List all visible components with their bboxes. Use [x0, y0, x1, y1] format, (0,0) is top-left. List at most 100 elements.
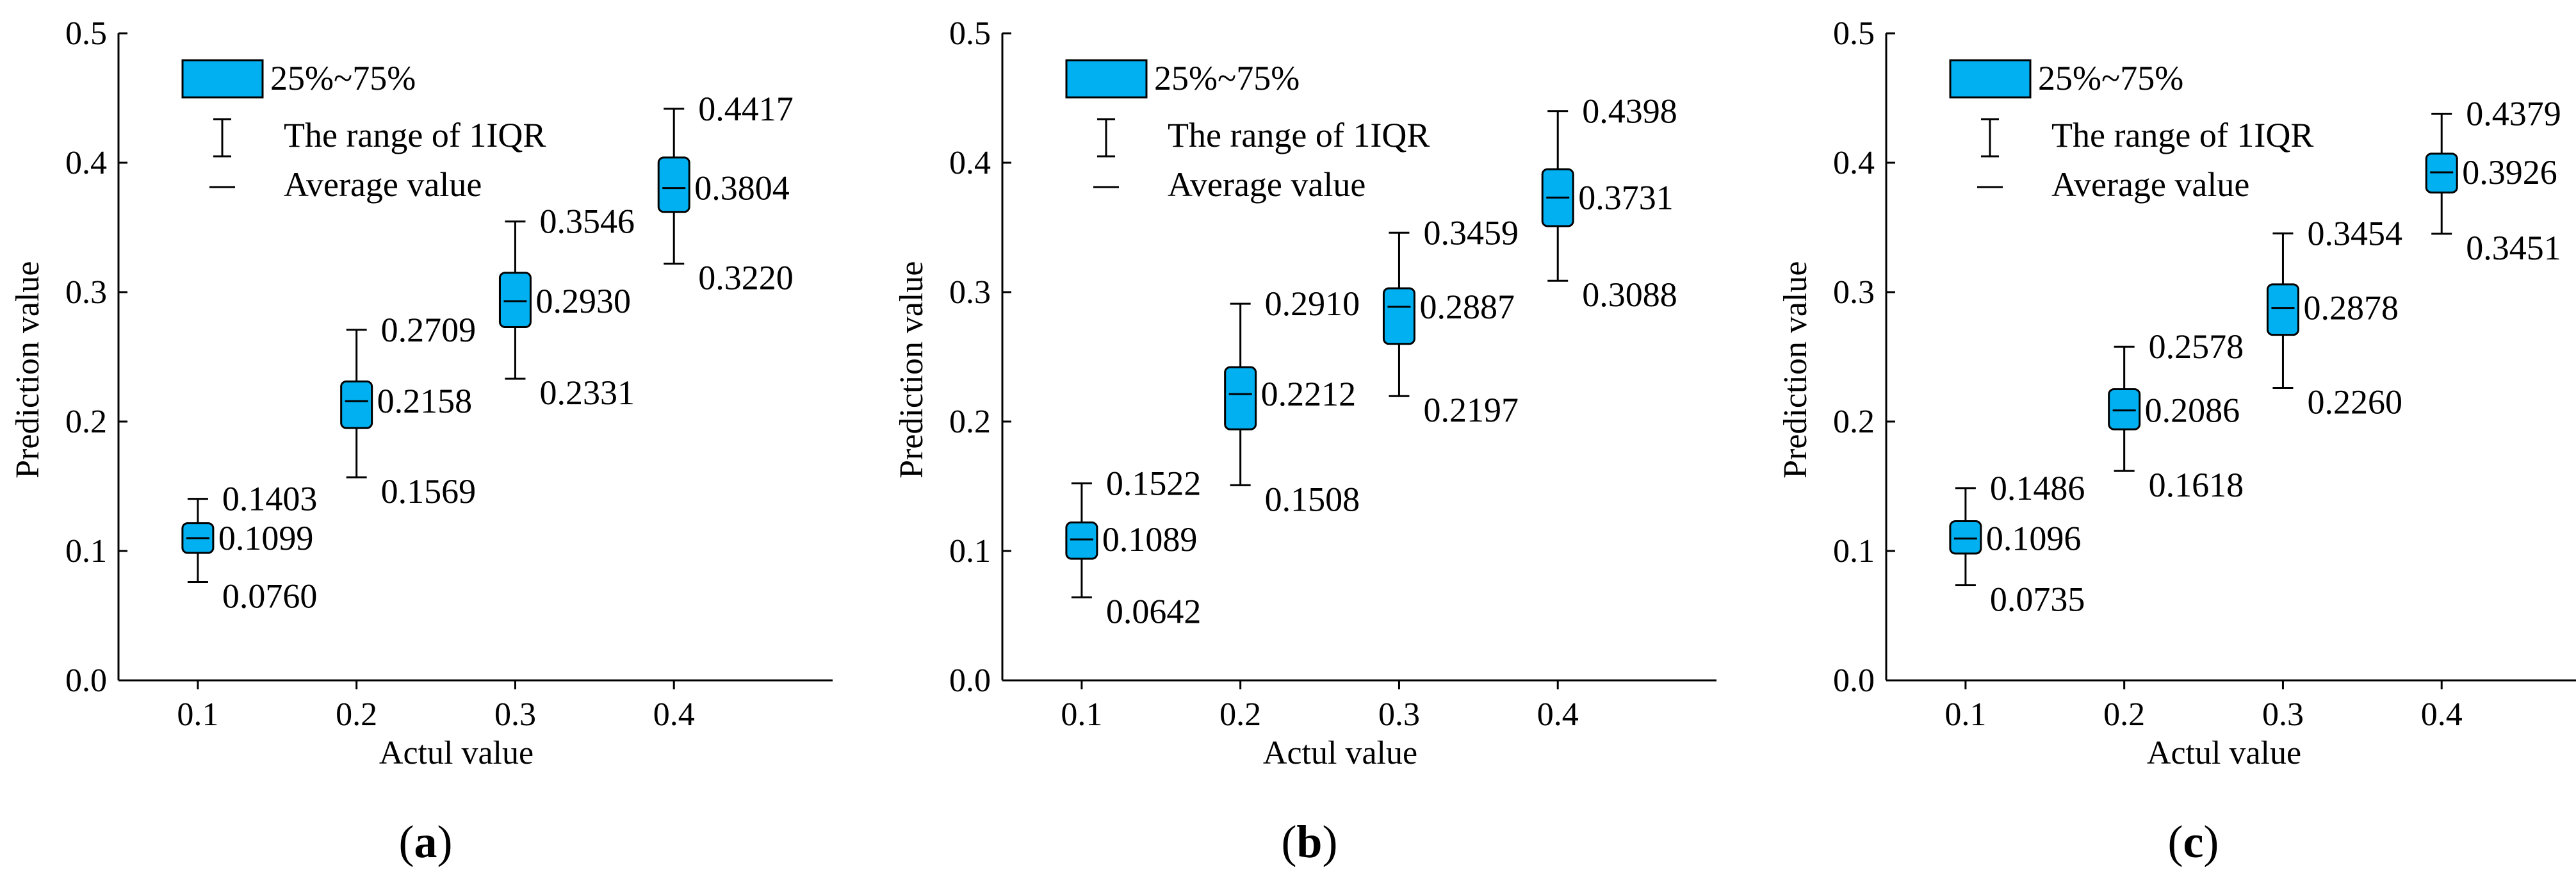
caption-paren-close: ): [437, 816, 452, 867]
x-axis-label: Actul value: [1263, 735, 1417, 771]
legend-box-label: 25%~75%: [270, 59, 416, 97]
caption-paren-open: (: [398, 816, 414, 867]
iqr-box: [2266, 283, 2299, 336]
legend: 25%~75% The range of 1IQR Average value: [1949, 59, 2313, 204]
label-mean: 0.2158: [377, 382, 473, 420]
iqr-box: [1065, 521, 1098, 560]
label-whisker-low: 0.2331: [539, 374, 635, 412]
label-whisker-high: 0.1486: [1990, 469, 2085, 507]
label-mean: 0.2086: [2145, 391, 2240, 430]
label-whisker-high: 0.3454: [2307, 214, 2402, 252]
box-0.1: 0.1522 0.1089 0.0642: [1065, 464, 1202, 630]
chart-panel-c: 0.0 0.1 0.2 0.3 0.4 0.5 0.1 0.2 0.3 0.4 Actul valu…: [1777, 15, 2576, 867]
caption-paren-close: ): [1322, 816, 1337, 867]
label-whisker-low: 0.1569: [381, 472, 477, 511]
label-mean: 0.2930: [535, 282, 631, 320]
x-axis-label: Actul value: [379, 735, 534, 771]
y-axis-label: Prediction value: [10, 261, 46, 479]
label-whisker-low: 0.0735: [1990, 580, 2085, 619]
y-tick-label: 0.5: [65, 15, 107, 52]
panel-caption: (a): [398, 816, 452, 867]
label-mean: 0.1099: [218, 519, 314, 557]
y-tick-label: 0.4: [1833, 145, 1875, 181]
label-whisker-low: 0.3220: [698, 259, 794, 297]
iqr-box: [657, 156, 690, 213]
iqr-box: [1949, 520, 1982, 555]
label-whisker-high: 0.2709: [381, 311, 477, 349]
caption-letter: a: [414, 816, 437, 867]
label-whisker-low: 0.1508: [1265, 480, 1360, 518]
iqr-box: [498, 272, 532, 329]
legend-mean-label: Average value: [1168, 165, 1365, 204]
legend-box-label: 25%~75%: [1154, 59, 1300, 97]
y-tick-label: 0.5: [949, 15, 991, 52]
x-tick-label: 0.1: [1061, 696, 1102, 733]
y-tick-label: 0.4: [65, 145, 107, 181]
x-tick-label: 0.3: [1378, 696, 1420, 733]
x-tick-label: 0.3: [2262, 696, 2304, 733]
panel-caption: (b): [1281, 816, 1337, 867]
caption-paren-close: ): [2203, 816, 2219, 867]
label-mean: 0.2878: [2303, 289, 2399, 327]
y-tick-label: 0.1: [949, 533, 991, 570]
label-mean: 0.2212: [1261, 375, 1356, 413]
caption-letter: b: [1296, 816, 1322, 867]
legend-box-swatch: [181, 59, 264, 99]
panel-caption: (c): [2167, 816, 2219, 867]
label-whisker-low: 0.3088: [1582, 275, 1677, 314]
label-whisker-high: 0.1522: [1106, 464, 1202, 503]
legend: 25%~75% The range of 1IQR Average value: [1065, 59, 1430, 204]
legend-mean-label: Average value: [2051, 165, 2249, 204]
box-0.2: 0.2910 0.2212 0.1508: [1224, 284, 1360, 518]
label-whisker-high: 0.1403: [222, 480, 318, 518]
legend-whisker-label: The range of 1IQR: [1168, 116, 1430, 154]
y-axis-label: Prediction value: [1777, 261, 1814, 479]
x-tick-label: 0.4: [653, 696, 695, 733]
iqr-box: [2108, 388, 2141, 431]
x-tick-label: 0.2: [2103, 696, 2145, 733]
y-tick-label: 0.2: [65, 404, 107, 440]
box-0.4: 0.4379 0.3926 0.3451: [2425, 94, 2561, 267]
y-tick-label: 0.5: [1833, 15, 1875, 52]
y-tick-label: 0.3: [949, 274, 991, 311]
label-whisker-high: 0.3546: [539, 202, 635, 241]
label-whisker-low: 0.1618: [2149, 466, 2244, 504]
y-tick-label: 0.2: [1833, 404, 1875, 440]
y-tick-label: 0.1: [1833, 533, 1875, 570]
x-tick-label: 0.3: [494, 696, 536, 733]
label-whisker-high: 0.4379: [2466, 94, 2561, 133]
y-tick-label: 0.4: [949, 145, 991, 181]
box-0.2: 0.2709 0.2158 0.1569: [340, 311, 477, 511]
box-0.2: 0.2578 0.2086 0.1618: [2108, 327, 2244, 504]
iqr-box: [1382, 287, 1415, 345]
legend-whisker-label: The range of 1IQR: [284, 116, 546, 154]
y-tick-label: 0.0: [1833, 662, 1875, 699]
caption-paren-open: (: [2167, 816, 2183, 867]
label-whisker-high: 0.3459: [1423, 213, 1519, 252]
caption-letter: c: [2183, 816, 2203, 867]
label-whisker-low: 0.2197: [1423, 391, 1519, 429]
chart-panel-a: 0.0 0.1 0.2 0.3 0.4 0.5 0.1 0.2 0.3 0.4 Actul valu…: [10, 15, 833, 867]
y-tick-label: 0.3: [1833, 274, 1875, 311]
y-tick-label: 0.3: [65, 274, 107, 311]
x-tick-label: 0.4: [1537, 696, 1579, 733]
label-mean: 0.3804: [694, 169, 790, 208]
y-tick-label: 0.2: [949, 404, 991, 440]
y-tick-label: 0.1: [65, 533, 107, 570]
y-tick-label: 0.0: [949, 662, 991, 699]
x-tick-label: 0.4: [2421, 696, 2463, 733]
label-mean: 0.1096: [1986, 520, 2082, 558]
x-tick-label: 0.2: [336, 696, 377, 733]
y-tick-label: 0.0: [65, 662, 107, 699]
label-whisker-low: 0.3451: [2466, 229, 2561, 267]
label-whisker-low: 0.0760: [222, 577, 318, 615]
iqr-box: [1224, 366, 1257, 431]
box-0.3: 0.3546 0.2930 0.2331: [498, 202, 635, 412]
label-whisker-high: 0.2910: [1265, 284, 1360, 323]
label-whisker-high: 0.4398: [1582, 92, 1677, 131]
box-0.4: 0.4398 0.3731 0.3088: [1541, 92, 1677, 314]
legend-box-swatch: [1949, 59, 2032, 99]
